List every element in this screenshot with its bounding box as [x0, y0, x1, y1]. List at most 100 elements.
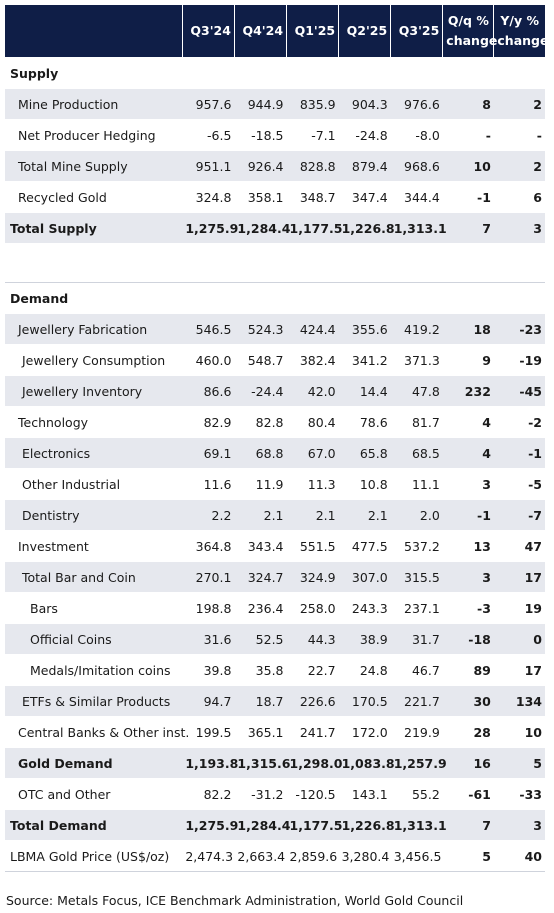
- value-cell: 546.5: [182, 313, 235, 345]
- value-cell: 1,177.5: [286, 809, 343, 841]
- value-cell: 460.0: [182, 344, 235, 376]
- value-cell: 67.0: [286, 437, 339, 469]
- value-cell: 1,257.9: [390, 747, 447, 779]
- table-row: Total Supply 1,275.9 1,284.4 1,177.5 1,226.8…: [5, 212, 545, 244]
- value-cell: 382.4: [286, 344, 339, 376]
- header-label-cell: [5, 5, 183, 58]
- value-cell: 1,313.1: [390, 212, 447, 244]
- value-cell: 82.9: [182, 406, 235, 438]
- gold-supply-demand-table-container: Q3'24 Q4'24 Q1'25 Q2'25 Q3'25 Q/q % chan…: [5, 5, 548, 872]
- value-cell: 1,284.4: [234, 809, 290, 841]
- table-row: Total Mine Supply 951.1 926.4 828.8 879.4 968…: [5, 150, 545, 182]
- value-cell: 47.8: [390, 375, 443, 407]
- value-cell: 78.6: [338, 406, 391, 438]
- value-cell: 365.1: [234, 716, 287, 748]
- qq-change-cell: 16: [442, 747, 494, 779]
- qq-change-cell: 5: [442, 840, 494, 872]
- value-cell: 926.4: [234, 150, 287, 182]
- header-q3-25: Q3'25: [390, 5, 443, 58]
- table-row: Other Industrial 11.6 11.9 11.3 10.8 11.1 3 -5: [5, 468, 545, 500]
- yy-change-cell: 6: [493, 181, 545, 213]
- value-cell: 551.5: [286, 530, 339, 562]
- qq-change-cell: 7: [442, 809, 494, 841]
- yy-change-cell: 3: [493, 212, 545, 244]
- yy-change-cell: -19: [493, 344, 545, 376]
- value-cell: 11.9: [234, 468, 287, 500]
- row-label: Recycled Gold: [5, 181, 183, 213]
- row-label: Jewellery Inventory: [5, 375, 183, 407]
- value-cell: 957.6: [182, 88, 235, 120]
- row-label: Total Bar and Coin: [5, 561, 183, 593]
- table-row: Medals/Imitation coins 39.8 35.8 22.7 24.8 46…: [5, 654, 545, 686]
- header-q2-25: Q2'25: [338, 5, 391, 58]
- value-cell: 1,226.8: [338, 809, 395, 841]
- value-cell: 24.8: [338, 654, 391, 686]
- value-cell: 424.4: [286, 313, 339, 345]
- value-cell: 31.6: [182, 623, 235, 655]
- row-label: OTC and Other: [5, 778, 183, 810]
- source-note: Source: Metals Focus, ICE Benchmark Admi…: [6, 893, 464, 908]
- yy-change-cell: 3: [493, 809, 545, 841]
- lbma-price-row: LBMA Gold Price (US$/oz) 2,474.3 2,663.4 2,…: [5, 840, 545, 872]
- value-cell: 14.4: [338, 375, 391, 407]
- section-spacer: [5, 243, 545, 283]
- value-cell: 2.1: [286, 499, 339, 531]
- qq-change-cell: -1: [442, 181, 494, 213]
- value-cell: 94.7: [182, 685, 235, 717]
- row-label: Technology: [5, 406, 183, 438]
- header-q4-24: Q4'24: [233, 5, 287, 58]
- yy-change-cell: -2: [493, 406, 545, 438]
- value-cell: 1,284.4: [234, 212, 290, 244]
- qq-change-cell: 4: [442, 437, 494, 469]
- value-cell: [234, 282, 287, 314]
- header-qq-change: Q/q % change: [442, 5, 497, 58]
- qq-change-cell: 28: [442, 716, 494, 748]
- row-label: Bars: [5, 592, 183, 624]
- value-cell: [390, 57, 443, 89]
- value-cell: [182, 57, 235, 89]
- value-cell: 65.8: [338, 437, 391, 469]
- yy-change-cell: [493, 57, 545, 89]
- value-cell: 1,298.0: [286, 747, 343, 779]
- value-cell: 170.5: [338, 685, 391, 717]
- value-cell: 39.8: [182, 654, 235, 686]
- table-row: Jewellery Consumption 460.0 548.7 382.4 341.…: [5, 344, 545, 376]
- value-cell: 1,315.6: [234, 747, 290, 779]
- qq-change-cell: -: [442, 119, 494, 151]
- value-cell: 219.9: [390, 716, 443, 748]
- qq-change-cell: 232: [442, 375, 494, 407]
- section-header-demand: Demand: [5, 282, 545, 314]
- value-cell: 3,456.5: [390, 840, 443, 872]
- value-cell: 46.7: [390, 654, 443, 686]
- table-row: Investment 364.8 343.4 551.5 477.5 537.2 13 47: [5, 530, 545, 562]
- row-label: Official Coins: [5, 623, 183, 655]
- row-label: LBMA Gold Price (US$/oz): [5, 840, 183, 872]
- table-row: Dentistry 2.2 2.1 2.1 2.1 2.0 -1 -7: [5, 499, 545, 531]
- value-cell: 364.8: [182, 530, 235, 562]
- yy-change-cell: 47: [493, 530, 545, 562]
- value-cell: 11.1: [390, 468, 443, 500]
- table-row: Jewellery Inventory 86.6 -24.4 42.0 14.4 47.8…: [5, 375, 545, 407]
- yy-change-cell: -5: [493, 468, 545, 500]
- yy-change-cell: 0: [493, 623, 545, 655]
- value-cell: 1,275.9: [182, 212, 238, 244]
- yy-change-cell: -: [493, 119, 545, 151]
- row-label: Mine Production: [5, 88, 183, 120]
- value-cell: -7.1: [286, 119, 339, 151]
- value-cell: 42.0: [286, 375, 339, 407]
- value-cell: 341.2: [338, 344, 391, 376]
- value-cell: 11.3: [286, 468, 339, 500]
- value-cell: -6.5: [182, 119, 235, 151]
- value-cell: 236.4: [234, 592, 287, 624]
- qq-change-cell: [442, 282, 494, 314]
- qq-change-cell: 30: [442, 685, 494, 717]
- value-cell: 2,663.4: [234, 840, 287, 872]
- value-cell: 951.1: [182, 150, 235, 182]
- value-cell: 81.7: [390, 406, 443, 438]
- value-cell: 968.6: [390, 150, 443, 182]
- yy-change-cell: 2: [493, 88, 545, 120]
- value-cell: 68.8: [234, 437, 287, 469]
- yy-change-cell: 40: [493, 840, 545, 872]
- row-label: Supply: [5, 57, 183, 89]
- value-cell: 324.9: [286, 561, 339, 593]
